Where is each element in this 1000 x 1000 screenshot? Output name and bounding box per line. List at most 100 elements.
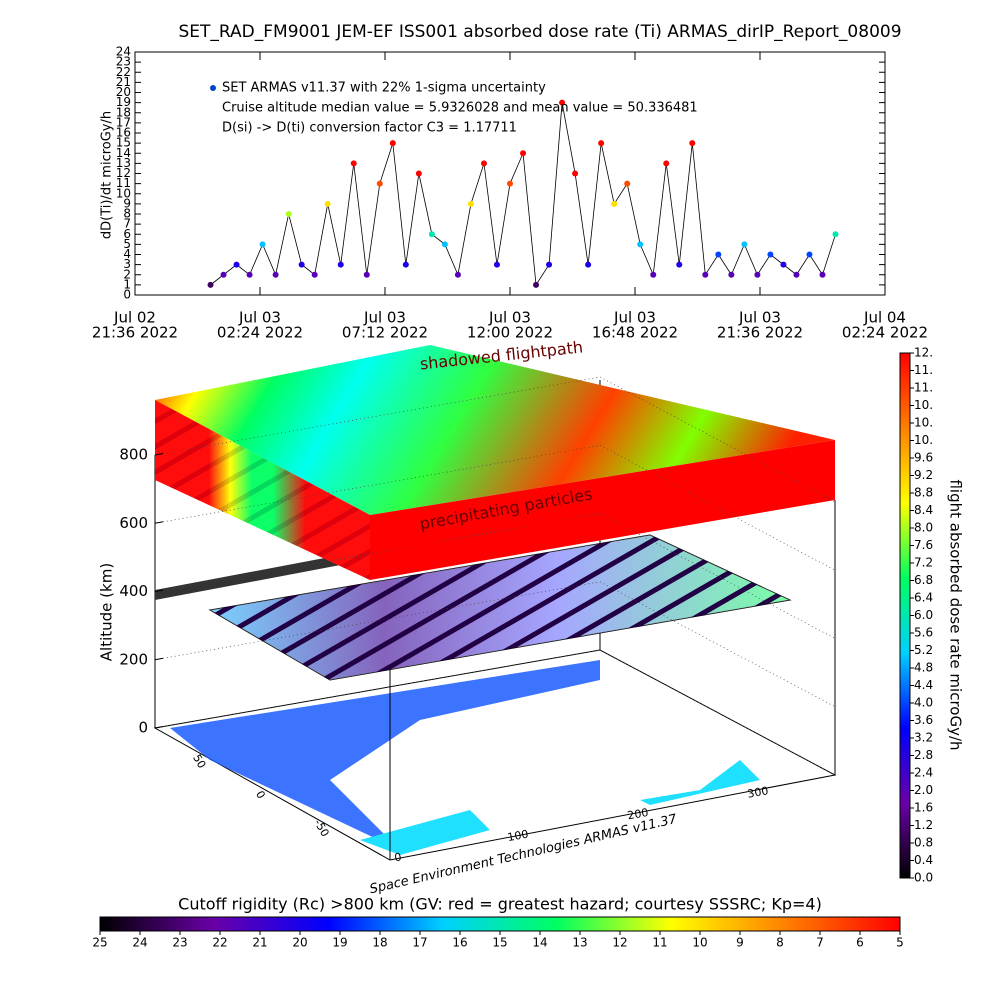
colorbar-tick-label: 0.4 <box>914 853 933 867</box>
colorbar-tick-label: 23 <box>172 936 187 950</box>
data-point <box>572 170 579 177</box>
map-land <box>640 760 760 805</box>
y-tick-label: 2 <box>123 267 131 281</box>
colorbar-tick-label: 0.8 <box>914 836 933 850</box>
colorbar-tick-label: 7.2 <box>914 556 933 570</box>
data-point <box>259 241 266 248</box>
data-point <box>311 271 318 278</box>
colorbar-tick-label: 1.2 <box>914 818 933 832</box>
x-tick-label: Jul 03 <box>488 309 531 327</box>
data-point <box>533 281 540 288</box>
y-tick-label: 17 <box>116 115 131 129</box>
data-point <box>624 180 631 187</box>
colorbar-tick-label: 6 <box>856 936 864 950</box>
legend-marker <box>210 85 216 91</box>
colorbar-tick-label: 4.8 <box>914 661 933 675</box>
grid-line <box>599 581 836 708</box>
annotation: D(si) -> D(ti) conversion factor C3 = 1.… <box>222 121 517 136</box>
top-plot: 0123456789101112131415161718192021222324… <box>92 45 928 342</box>
colorbar-tick-label: 5 <box>896 936 904 950</box>
data-point <box>832 231 839 238</box>
lon-tick-label: 100 <box>506 828 529 844</box>
y-tick-label: 18 <box>116 105 131 119</box>
colorbar-tick-label: 3.2 <box>914 731 933 745</box>
lon-tick-label: 0 <box>393 850 402 864</box>
colorbar-tick-label: 11. <box>914 381 933 395</box>
data-point <box>376 180 383 187</box>
colorbar-tick-label: 13 <box>572 936 587 950</box>
z-tick-label: 200 <box>119 650 148 668</box>
data-point <box>454 271 461 278</box>
data-point <box>507 180 513 187</box>
colorbar-tick-label: 2.8 <box>914 748 933 762</box>
data-point <box>780 261 787 268</box>
x-tick-label: 16:48 2022 <box>592 324 678 342</box>
lon-tick-label: 200 <box>626 806 649 822</box>
colorbar-tick-label: 7.6 <box>914 538 933 552</box>
y-tick-label: 3 <box>123 257 131 271</box>
colorbar-tick-label: 7 <box>816 936 824 950</box>
colorbar-tick-label: 2.0 <box>914 783 933 797</box>
x-tick-label: Jul 03 <box>738 309 781 327</box>
slab-top <box>155 345 835 515</box>
colorbar-tick-label: 8.8 <box>914 486 933 500</box>
orbit-tracks <box>210 535 790 680</box>
map-land <box>170 660 600 850</box>
y-tick-label: 5 <box>123 237 131 251</box>
z-tick <box>154 589 164 592</box>
data-point <box>559 99 566 106</box>
data-point <box>402 261 409 268</box>
x-tick-label: 07:12 2022 <box>342 324 428 342</box>
colorbar-tick-label: 14 <box>532 936 547 950</box>
colorbar-tick-label: 6.0 <box>914 608 933 622</box>
grid-line <box>154 444 601 524</box>
y-tick-label: 24 <box>116 45 131 59</box>
z-tick-label: 0 <box>138 719 148 737</box>
z-axis-label: Altitude (km) <box>98 563 116 661</box>
colorbar-tick-label: 24 <box>132 936 147 950</box>
data-point <box>611 200 618 207</box>
colorbar-tick-label: 10. <box>914 433 933 447</box>
y-tick-label: 6 <box>123 227 131 241</box>
data-point <box>689 140 696 147</box>
grid-line <box>599 444 836 571</box>
annotation: SET ARMAS v11.37 with 22% 1-sigma uncert… <box>222 81 546 96</box>
colorbar-tick-label: 21 <box>252 936 267 950</box>
colorbar-tick-label: 15 <box>492 936 507 950</box>
colorbar-tick-label: 11. <box>914 363 933 377</box>
annotation: Cruise altitude median value = 5.9326028… <box>222 101 698 116</box>
data-point <box>246 271 253 278</box>
z-tick-label: 400 <box>119 582 148 600</box>
data-point <box>819 271 826 278</box>
colorbar-tick-label: 4.4 <box>914 678 933 692</box>
x-tick-label: Jul 02 <box>113 309 156 327</box>
data-point <box>715 251 722 258</box>
colorbar-tick-label: 9 <box>736 936 744 950</box>
colorbar <box>899 352 911 879</box>
colorbar-tick-label: 12 <box>612 936 627 950</box>
y-tick-label: 1 <box>123 277 131 291</box>
data-point <box>637 241 644 248</box>
data-point <box>650 271 657 278</box>
x-tick-label: 21:36 2022 <box>717 324 803 342</box>
y-tick-label: 19 <box>116 95 131 109</box>
data-point <box>546 261 553 268</box>
chart-title: SET_RAD_FM9001 JEM-EF ISS001 absorbed do… <box>178 22 901 42</box>
y-tick-label: 20 <box>116 85 131 99</box>
colorbar-label: Cutoff rigidity (Rc) >800 km (GV: red = … <box>178 895 822 914</box>
colorbar-tick-label: 8 <box>776 936 784 950</box>
colorbar-tick-label: 12. <box>914 346 933 360</box>
y-tick-label: 16 <box>116 126 131 140</box>
z-tick <box>154 521 164 524</box>
data-point <box>793 271 800 278</box>
colorbar-tick-label: 11 <box>652 936 667 950</box>
colorbar-tick-label: 16 <box>452 936 467 950</box>
x-tick-label: Jul 03 <box>613 309 656 327</box>
y-tick-label: 14 <box>116 146 131 160</box>
data-point <box>428 231 435 238</box>
colorbar-tick-label: 5.2 <box>914 643 933 657</box>
colorbar-tick-label: 9.2 <box>914 468 933 482</box>
y-tick-label: 8 <box>123 207 131 221</box>
colorbar-tick-label: 8.0 <box>914 521 933 535</box>
